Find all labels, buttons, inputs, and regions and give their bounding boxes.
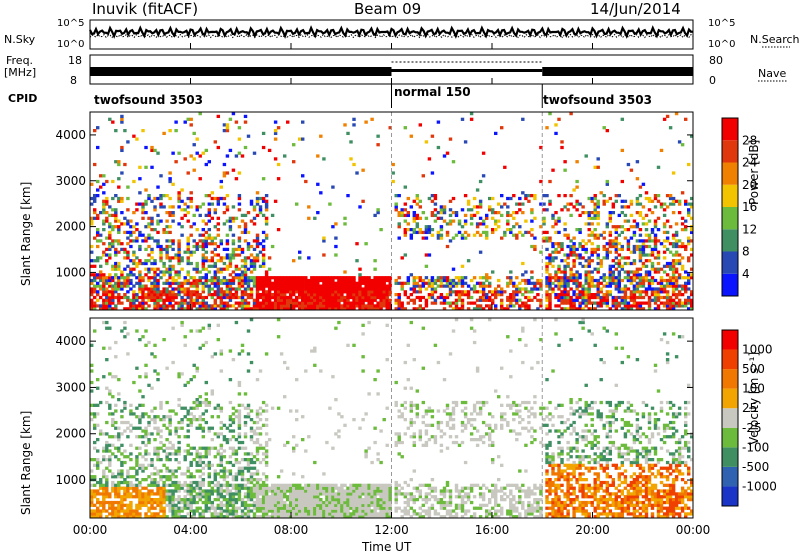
ytick-label-power-3000: 3000 xyxy=(55,174,86,188)
ytick-label-power-4000: 4000 xyxy=(55,128,86,142)
ytick-label-power-2000: 2000 xyxy=(55,220,86,234)
heatmap-velocity xyxy=(90,318,694,519)
xtick-label-5: 20:00 xyxy=(575,523,610,537)
velocity-colorbar-swatch-5 xyxy=(722,388,738,409)
noise-tick-high-right: 10^5 xyxy=(708,18,736,29)
nsky-label: N.Sky xyxy=(4,33,36,46)
noise-tick-low: 10^0 xyxy=(57,39,85,50)
ytick-label-velocity-2000: 2000 xyxy=(55,427,86,441)
beam-title: Beam 09 xyxy=(354,0,422,18)
cpid-segment-3: twofsound 3503 xyxy=(543,93,652,107)
nsearch-label: N.Search xyxy=(750,33,800,46)
nave-tick-low: 0 xyxy=(709,74,716,87)
nsky-trace xyxy=(89,25,694,39)
velocity-colorbar-tick-7: -1000 xyxy=(742,479,777,493)
velocity-colorbar-tick-1: 500 xyxy=(742,362,765,376)
power-colorbar-tick-1: 8 xyxy=(742,245,750,259)
velocity-colorbar-tick-6: -500 xyxy=(742,460,769,474)
velocity-colorbar-tick-3: 25 xyxy=(742,401,757,415)
velocity-colorbar-swatch-7 xyxy=(722,349,738,370)
power-colorbar-swatch-7 xyxy=(722,118,738,141)
xtick-label-6: 00:00 xyxy=(676,523,711,537)
power-colorbar-swatch-3 xyxy=(722,207,738,230)
freq-tick-low: 8 xyxy=(70,74,77,87)
ytick-label-velocity-4000: 4000 xyxy=(55,334,86,348)
power-colorbar-tick-2: 12 xyxy=(742,222,757,236)
freq-unit: [MHz] xyxy=(4,66,37,79)
noise-tick-low-right: 10^0 xyxy=(708,39,736,50)
noise-tick-high: 10^5 xyxy=(57,18,85,29)
cpid-label: CPID xyxy=(8,92,38,105)
freq-band-3 xyxy=(542,67,693,76)
freq-label: Freq. xyxy=(6,54,34,67)
velocity-colorbar-swatch-0 xyxy=(722,486,738,506)
power-colorbar-swatch-5 xyxy=(722,162,738,185)
power-colorbar-swatch-2 xyxy=(722,229,738,252)
xtick-label-2: 08:00 xyxy=(274,523,309,537)
power-colorbar-swatch-6 xyxy=(722,140,738,163)
cpid-segment-1: twofsound 3503 xyxy=(94,93,203,107)
velocity-colorbar-tick-0: 1000 xyxy=(742,343,773,357)
xtick-label-4: 16:00 xyxy=(475,523,510,537)
station-title: Inuvik (fitACF) xyxy=(92,0,199,18)
velocity-colorbar-tick-4: -25 xyxy=(742,421,762,435)
xtick-label-1: 04:00 xyxy=(173,523,208,537)
power-colorbar-frame xyxy=(721,117,739,297)
velocity-colorbar-swatch-2 xyxy=(722,447,738,467)
freq-tick-high: 18 xyxy=(68,54,82,67)
power-colorbar-tick-5: 24 xyxy=(742,156,757,170)
power-colorbar-tick-3: 16 xyxy=(742,200,757,214)
power-colorbar-swatch-0 xyxy=(722,273,738,296)
velocity-colorbar-frame xyxy=(721,329,739,507)
x-axis-label: Time UT xyxy=(362,540,412,554)
nave-label: Nave xyxy=(758,67,787,80)
velocity-colorbar-swatch-3 xyxy=(722,427,738,448)
xtick-label-3: 12:00 xyxy=(374,523,409,537)
velocity-colorbar-swatch-6 xyxy=(722,369,738,389)
power-colorbar-tick-0: 4 xyxy=(742,267,750,281)
cpid-segment-2: normal 150 xyxy=(394,85,471,99)
velocity-colorbar-swatch-8 xyxy=(722,330,738,350)
ytick-label-velocity-1000: 1000 xyxy=(55,473,86,487)
velocity-colorbar-tick-2: 100 xyxy=(742,382,765,396)
power-colorbar-tick-4: 20 xyxy=(742,178,757,192)
ytick-label-power-1000: 1000 xyxy=(55,265,86,279)
velocity-colorbar-swatch-4 xyxy=(722,408,738,428)
velocity-colorbar-tick-5: -100 xyxy=(742,440,769,454)
freq-band-1 xyxy=(90,67,392,76)
nsearch-trace xyxy=(89,33,694,39)
power-colorbar-swatch-1 xyxy=(722,251,738,274)
nave-tick-high: 80 xyxy=(709,54,723,67)
date-title: 14/Jun/2014 xyxy=(590,0,681,18)
power-colorbar-swatch-4 xyxy=(722,184,738,207)
xtick-label-0: 00:00 xyxy=(73,523,108,537)
ytick-label-velocity-3000: 3000 xyxy=(55,380,86,394)
heatmap-power xyxy=(90,112,694,311)
power-colorbar-tick-6: 28 xyxy=(742,133,757,147)
freq-band-2 xyxy=(391,69,543,72)
velocity-colorbar-swatch-1 xyxy=(722,466,738,487)
